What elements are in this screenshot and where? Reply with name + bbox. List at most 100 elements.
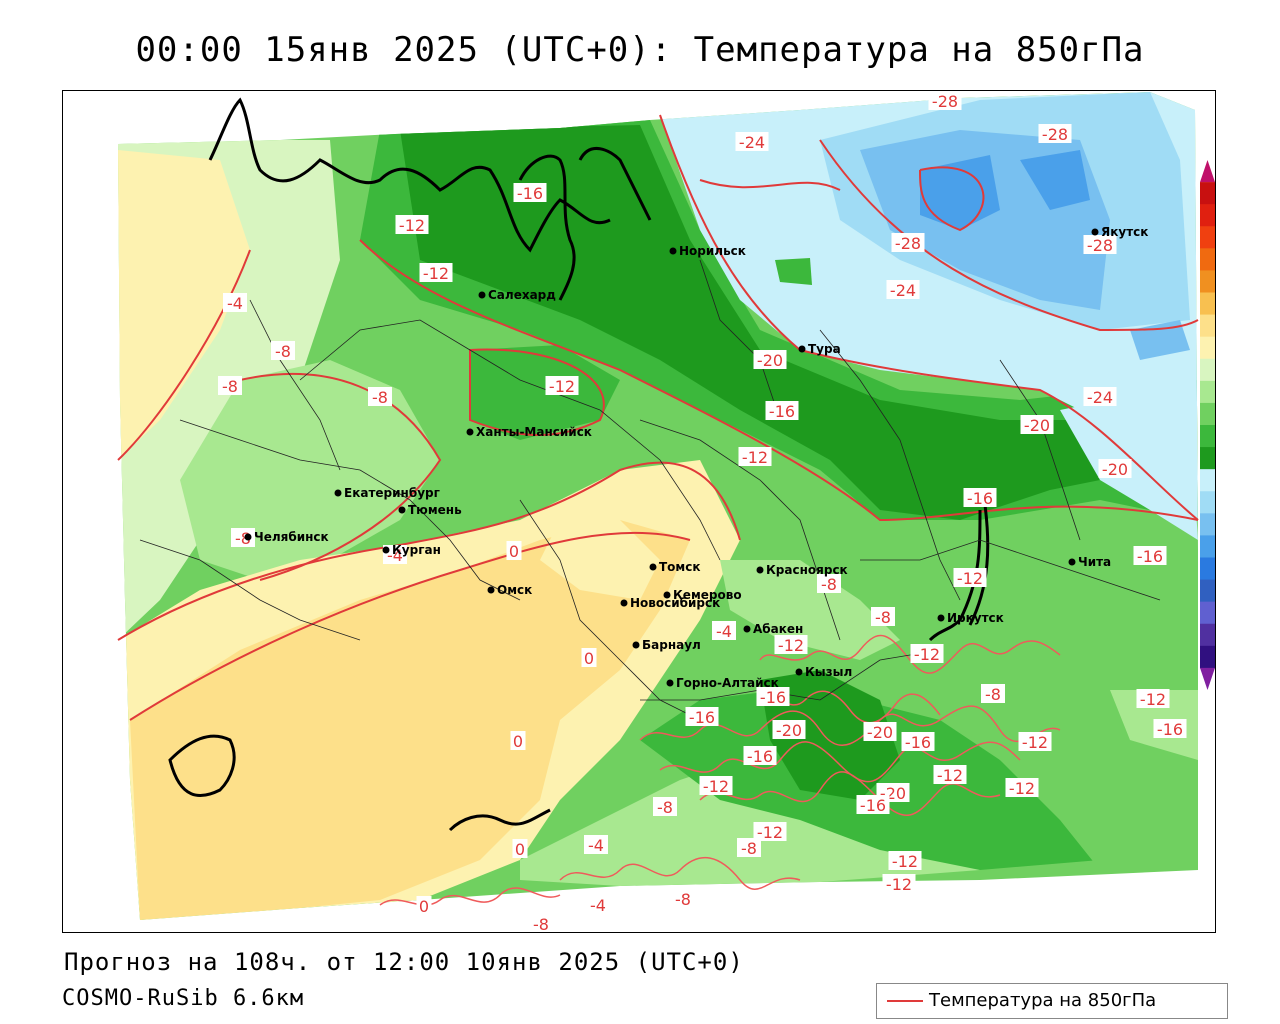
isotherm-label: -12 (738, 447, 772, 467)
isotherm-label-text: -20 (1024, 416, 1050, 435)
city-marker: Челябинск (244, 530, 329, 544)
isotherm-label-text: -16 (747, 747, 773, 766)
city-label: Ханты-Мансийск (476, 425, 592, 439)
isotherm-label-text: -12 (742, 448, 768, 467)
isotherm-label: -12 (1018, 732, 1052, 752)
isotherm-label-text: 0 (509, 542, 519, 561)
city-dot (743, 625, 751, 633)
isotherm-label: -28 (891, 233, 925, 253)
isotherm-label: -16 (743, 746, 777, 766)
isotherm-label: -20 (1020, 415, 1054, 435)
isotherm-label: -8 (817, 574, 841, 594)
isotherm-label-text: -12 (1009, 779, 1035, 798)
city-marker: Якутск (1091, 225, 1148, 239)
isotherm-label: -16 (765, 401, 799, 421)
city-marker: Иркутск (937, 611, 1004, 625)
city-dot (649, 563, 657, 571)
isotherm-label-text: -16 (689, 708, 715, 727)
isotherm-label-text: -12 (1022, 733, 1048, 752)
city-marker: Горно-Алтайск (666, 676, 779, 690)
city-marker: Кемерово (663, 588, 742, 602)
city-label: Горно-Алтайск (676, 676, 779, 690)
isotherm-label-text: -16 (760, 688, 786, 707)
colorbar-swatch (1200, 491, 1215, 514)
isotherm-label: -16 (513, 183, 547, 203)
isotherm-label: -12 (1005, 778, 1039, 798)
isotherm-label: -16 (1153, 719, 1187, 739)
isotherm-label-text: -12 (703, 777, 729, 796)
colorbar-swatch (1200, 579, 1215, 603)
isotherm-label-text: -4 (590, 896, 606, 915)
colorbar-swatch (1200, 447, 1215, 470)
isotherm-label: -20 (863, 722, 897, 742)
isotherm-label-text: -8 (657, 798, 673, 817)
city-marker: Новосибирск (620, 596, 720, 610)
isotherm-label: -16 (1133, 546, 1167, 566)
colorbar-swatch (1200, 182, 1215, 205)
colorbar-swatch (1200, 667, 1215, 690)
isotherm-label-text: -20 (776, 721, 802, 740)
legend-box: Температура на 850гПа (876, 983, 1228, 1019)
city-label: Челябинск (254, 530, 329, 544)
isotherm-label: -4 (586, 895, 610, 915)
isotherm-label: -12 (395, 215, 429, 235)
city-label: Новосибирск (630, 596, 720, 610)
isotherm-label: -28 (1038, 124, 1072, 144)
isotherm-label-text: -4 (387, 546, 403, 565)
city-label: Чита (1078, 555, 1111, 569)
isotherm-label-text: -8 (741, 839, 757, 858)
city-label: Кызыл (805, 665, 852, 679)
isotherm-label: -24 (735, 132, 769, 152)
temperature-map: -28-28-24-16-12-12-28 -28-24-4-8-8-8-12-2… (62, 90, 1216, 933)
isotherm-label-text: -12 (423, 264, 449, 283)
isotherm-label: -4 (223, 293, 247, 313)
legend-line-swatch (887, 1000, 923, 1002)
isotherm-label-text: 0 (584, 649, 594, 668)
isotherm-label: -12 (933, 765, 967, 785)
isotherm-label: -8 (218, 376, 242, 396)
city-dot (398, 506, 406, 514)
isotherm-label-text: -16 (769, 402, 795, 421)
isotherm-label-text: -28 (932, 92, 958, 111)
isotherm-label-text: -12 (957, 569, 983, 588)
isotherm-label: -20 (772, 720, 806, 740)
isotherm-label-text: -16 (967, 489, 993, 508)
isotherm-label-text: -12 (1140, 690, 1166, 709)
city-label: Томск (659, 560, 701, 574)
isotherm-label-text: -8 (821, 575, 837, 594)
city-marker: Чита (1068, 555, 1111, 569)
model-name: COSMO-RuSib 6.6км (62, 986, 305, 1011)
colorbar-swatch (1200, 425, 1215, 448)
city-dot (1068, 558, 1076, 566)
isotherm-label: -24 (886, 280, 920, 300)
isotherm-label: -12 (419, 263, 453, 283)
colorbar-swatch (1200, 402, 1215, 426)
isotherm-label: -12 (953, 568, 987, 588)
city-label: Якутск (1101, 225, 1148, 239)
city-label: Екатеринбург (344, 486, 440, 500)
city-marker: Тюмень (398, 503, 462, 517)
city-label: Барнаул (642, 638, 701, 652)
admin-borders (139, 259, 1161, 721)
isotherm-label: -8 (271, 341, 295, 361)
temperature-field (118, 92, 1198, 920)
isotherm-label-text: -28 (895, 234, 921, 253)
legend-label: Температура на 850гПа (929, 990, 1157, 1011)
city-marker: Екатеринбург (334, 486, 440, 500)
isotherm-label-text: -12 (778, 636, 804, 655)
colorbar-swatch (1200, 557, 1215, 581)
isotherm-label-text: 0 (515, 840, 525, 859)
isotherm-label-text: -20 (1102, 460, 1128, 479)
city-marker: Красноярск (756, 563, 848, 577)
city-marker: Омск (487, 583, 532, 597)
isotherm-label-text: -4 (716, 622, 732, 641)
city-label: Тюмень (408, 503, 462, 517)
colorbar-swatch (1200, 535, 1215, 558)
city-label: Красноярск (766, 563, 848, 577)
colorbar-swatch (1200, 226, 1215, 249)
colorbar-swatch (1200, 248, 1215, 271)
colorbar-swatch (1200, 469, 1215, 492)
colorbar-swatch (1200, 336, 1215, 360)
colorbar-swatch (1200, 358, 1215, 382)
isotherm-label-text: -4 (227, 294, 243, 313)
